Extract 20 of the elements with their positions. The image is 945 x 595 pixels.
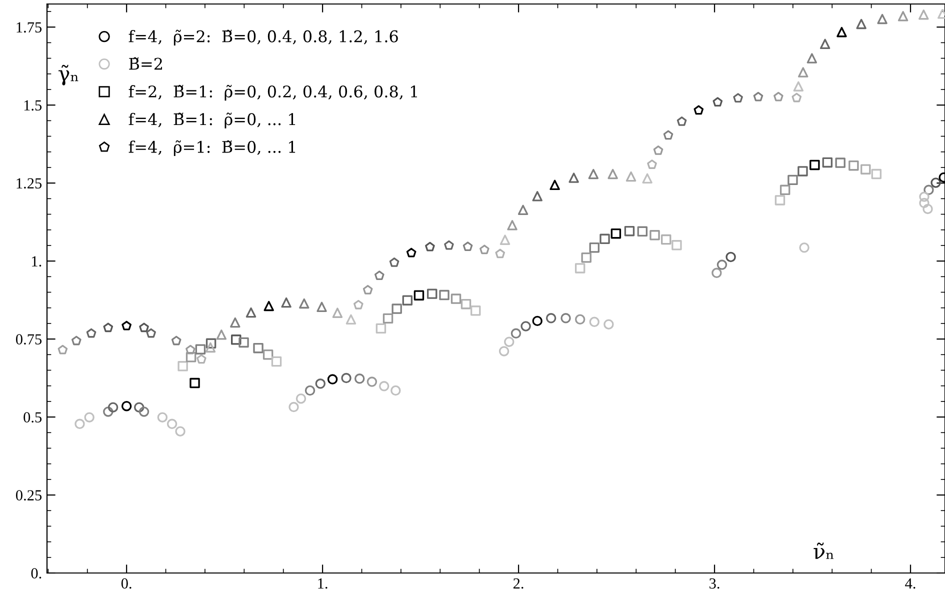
y-axis-title: γ̃ₙ: [58, 64, 78, 86]
y-tick-label: 0.5: [24, 412, 42, 423]
legend-label: f=2, B̃=1: ρ̃=0, 0.2, 0.4, 0.6, 0.8, 1: [128, 84, 417, 101]
legend-label: f=4, ρ̃=2: B̃=0, 0.4, 0.8, 1.2, 1.6: [128, 30, 398, 46]
x-tick-label: 2.: [513, 578, 524, 589]
legend-label: f=4, B̃=1: ρ̃=0, ... 1: [128, 112, 296, 128]
x-tick-label: 4.: [905, 578, 916, 589]
x-tick-label: 1.: [318, 578, 328, 589]
x-axis-title: ν̃ₙ: [814, 542, 834, 559]
y-tick-label: 0.25: [16, 490, 42, 501]
x-tick-label: 3.: [710, 578, 720, 589]
legend-label: B̃=2: [129, 57, 162, 70]
y-tick-label: 1.25: [16, 178, 42, 189]
y-tick-label: 1.: [32, 256, 42, 267]
y-tick-label: 1.75: [16, 22, 42, 33]
y-tick-label: 0.: [31, 568, 42, 579]
legend-label: f=4, ρ̃=1: B̃=0, ... 1: [128, 140, 296, 156]
y-tick-label: 0.75: [16, 334, 42, 345]
y-tick-label: 1.5: [24, 100, 42, 111]
x-tick-label: 0.: [121, 578, 132, 589]
